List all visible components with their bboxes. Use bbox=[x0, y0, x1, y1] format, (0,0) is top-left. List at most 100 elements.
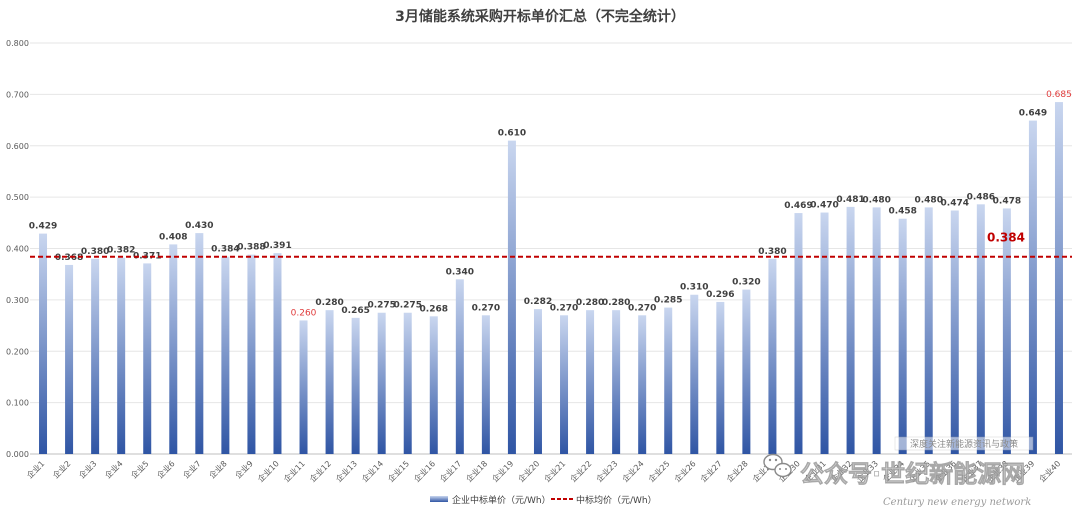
x-tick-label: 企业17 bbox=[438, 458, 464, 484]
bar bbox=[560, 315, 569, 454]
data-label: 0.268 bbox=[420, 304, 448, 314]
watermark-banner bbox=[894, 436, 1034, 451]
data-label: 0.280 bbox=[576, 298, 604, 308]
data-label: 0.388 bbox=[237, 243, 265, 253]
bar bbox=[716, 301, 725, 454]
data-label: 0.270 bbox=[472, 303, 500, 313]
data-label: 0.480 bbox=[914, 195, 942, 205]
x-tick-label: 企业28 bbox=[724, 458, 750, 484]
data-label: 0.474 bbox=[941, 198, 969, 208]
bar bbox=[91, 258, 100, 454]
x-tick-label: 企业23 bbox=[594, 458, 620, 484]
bar bbox=[429, 316, 438, 454]
x-tick-label: 企业25 bbox=[646, 458, 672, 484]
bar bbox=[169, 244, 178, 454]
y-tick-label: 0.300 bbox=[6, 296, 29, 305]
watermark: 深度关注新能源资讯与政策 公众号·世纪新能源网 Century new ener… bbox=[763, 436, 1034, 508]
bar bbox=[403, 312, 412, 454]
x-tick-label: 企业11 bbox=[281, 458, 307, 484]
x-tick-label: 企业5 bbox=[129, 458, 151, 480]
watermark-tagline: 深度关注新能源资讯与政策 bbox=[910, 438, 1018, 450]
x-tick-label: 企业20 bbox=[516, 458, 542, 484]
bar bbox=[455, 279, 464, 454]
data-label: 0.280 bbox=[602, 298, 630, 308]
x-tick-label: 企业26 bbox=[672, 458, 698, 484]
data-label: 0.408 bbox=[159, 232, 187, 242]
data-label: 0.384 bbox=[211, 245, 239, 255]
y-tick-label: 0.600 bbox=[6, 142, 29, 151]
legend: 企业中标单价（元/Wh） 中标均价（元/Wh） bbox=[430, 494, 657, 506]
bar bbox=[976, 204, 985, 454]
bar bbox=[638, 315, 647, 454]
data-label: 0.368 bbox=[55, 253, 83, 263]
x-tick-label: 企业6 bbox=[155, 458, 177, 480]
data-label: 0.296 bbox=[706, 290, 734, 300]
bar bbox=[612, 310, 621, 454]
watermark-english: Century new energy network bbox=[883, 497, 1031, 508]
bar bbox=[1054, 102, 1063, 455]
x-tick-label: 企业13 bbox=[333, 458, 359, 484]
bar bbox=[65, 264, 74, 454]
data-label: 0.382 bbox=[107, 246, 135, 256]
data-label: 0.469 bbox=[784, 201, 812, 211]
data-label: 0.610 bbox=[498, 129, 526, 139]
data-label: 0.340 bbox=[446, 267, 474, 277]
x-tick-label: 企业4 bbox=[103, 458, 125, 480]
data-label: 0.275 bbox=[393, 301, 421, 311]
y-tick-label: 0.700 bbox=[6, 90, 29, 99]
x-tick-label: 企业15 bbox=[386, 458, 412, 484]
x-tick-label: 企业8 bbox=[207, 458, 229, 480]
data-label: 0.371 bbox=[133, 251, 161, 261]
data-label: 0.391 bbox=[263, 241, 291, 251]
bar bbox=[273, 253, 282, 454]
wechat-icon bbox=[763, 453, 792, 478]
bar bbox=[507, 140, 516, 455]
bar bbox=[950, 210, 959, 454]
bar bbox=[195, 233, 204, 454]
data-label: 0.458 bbox=[888, 207, 916, 217]
bar bbox=[143, 263, 152, 454]
data-label: 0.478 bbox=[993, 196, 1021, 206]
x-tick-label: 企业9 bbox=[233, 458, 255, 480]
data-label: 0.320 bbox=[732, 278, 760, 288]
data-label: 0.649 bbox=[1019, 109, 1047, 119]
bar bbox=[533, 309, 542, 454]
bar bbox=[247, 254, 256, 454]
y-tick-label: 0.400 bbox=[6, 245, 29, 254]
data-label: 0.480 bbox=[862, 195, 890, 205]
y-tick-label: 0.000 bbox=[6, 450, 29, 459]
bar bbox=[351, 317, 360, 454]
bar bbox=[1028, 120, 1037, 455]
bar bbox=[39, 233, 48, 454]
x-tick-label: 企业7 bbox=[181, 458, 203, 480]
bar bbox=[690, 294, 699, 454]
data-label: 0.685 bbox=[1046, 90, 1072, 100]
y-tick-label: 0.200 bbox=[6, 347, 29, 356]
data-label: 0.265 bbox=[341, 306, 369, 316]
x-tick-label: 企业1 bbox=[24, 458, 46, 480]
average-label: 0.384 bbox=[987, 231, 1025, 245]
bar bbox=[872, 207, 881, 454]
data-labels: 0.4290.3680.3800.3820.3710.4080.4300.384… bbox=[29, 90, 1072, 318]
y-axis-ticks: 0.000 0.100 0.200 0.300 0.400 0.500 0.600 0.700… bbox=[6, 39, 29, 459]
data-label: 0.430 bbox=[185, 221, 213, 231]
bar bbox=[924, 207, 933, 454]
x-tick-label: 企业2 bbox=[51, 458, 73, 480]
bar bbox=[768, 258, 777, 454]
x-tick-label: 企业14 bbox=[360, 458, 386, 484]
data-label: 0.481 bbox=[836, 195, 864, 205]
data-label: 0.380 bbox=[758, 247, 786, 257]
legend-label-bars: 企业中标单价（元/Wh） bbox=[452, 494, 551, 506]
x-tick-label: 企业27 bbox=[698, 458, 724, 484]
bars bbox=[39, 102, 1063, 455]
y-tick-label: 0.800 bbox=[6, 39, 29, 48]
data-label: 0.275 bbox=[367, 301, 395, 311]
x-tick-label: 企业16 bbox=[412, 458, 438, 484]
data-label: 0.470 bbox=[810, 201, 838, 211]
data-label: 0.270 bbox=[550, 303, 578, 313]
chart-title: 3月储能系统采购开标单价汇总（不完全统计） bbox=[395, 8, 685, 25]
y-tick-label: 0.100 bbox=[6, 399, 29, 408]
legend-swatch-bars bbox=[430, 496, 448, 502]
bar bbox=[299, 320, 308, 454]
bar bbox=[794, 213, 803, 454]
